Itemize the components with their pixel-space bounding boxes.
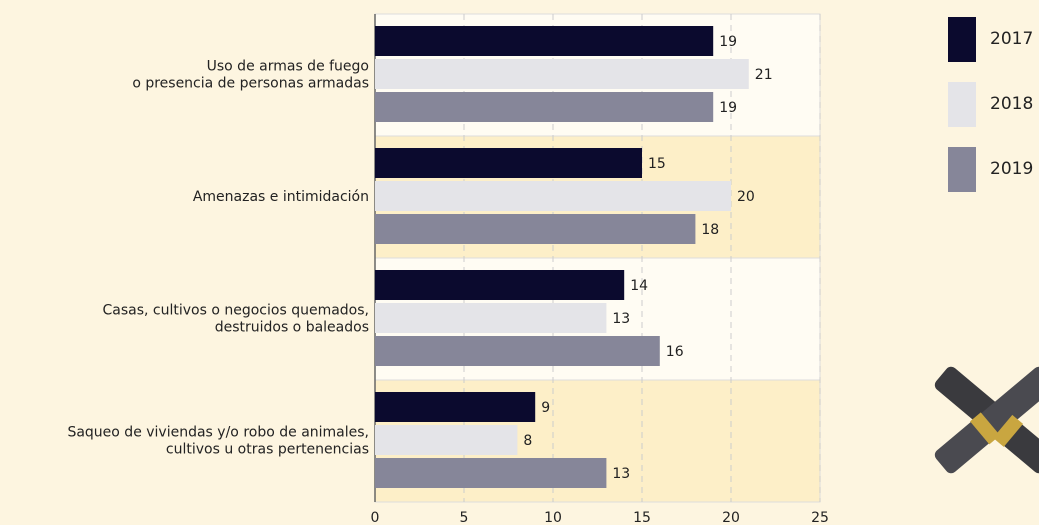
data-label: 19 [719, 100, 737, 116]
data-label: 21 [755, 67, 773, 83]
bar [375, 425, 518, 455]
category-label: Uso de armas de fuego [207, 59, 369, 75]
category-label: o presencia de personas armadas [132, 76, 369, 92]
data-label: 8 [523, 433, 532, 449]
x-tick-label: 5 [460, 510, 469, 525]
data-label: 15 [648, 156, 666, 172]
category-label: Casas, cultivos o negocios quemados, [103, 303, 370, 319]
category-label: Amenazas e intimidación [193, 189, 369, 205]
x-tick-label: 0 [371, 510, 380, 525]
data-label: 18 [701, 222, 719, 238]
data-label: 20 [737, 189, 755, 205]
bar [375, 26, 714, 56]
legend-swatch [948, 147, 976, 192]
bar [375, 148, 642, 178]
bar [375, 270, 625, 300]
legend-swatch [948, 82, 976, 127]
legend-label: 2017 [990, 29, 1033, 49]
legend-swatch [948, 17, 976, 62]
bar [375, 336, 660, 366]
category-label: cultivos u otras pertenencias [166, 442, 369, 458]
data-label: 13 [612, 466, 630, 482]
legend-label: 2018 [990, 94, 1033, 114]
bar [375, 181, 731, 211]
bar [375, 392, 536, 422]
bar [375, 458, 607, 488]
data-label: 19 [719, 34, 737, 50]
x-tick-label: 10 [544, 510, 562, 525]
bar [375, 303, 607, 333]
data-label: 16 [666, 344, 684, 360]
bar [375, 214, 696, 244]
bar [375, 92, 714, 122]
category-label: Saqueo de viviendas y/o robo de animales… [67, 425, 369, 441]
data-label: 13 [612, 311, 630, 327]
bar [375, 59, 749, 89]
category-label: destruidos o baleados [215, 320, 369, 336]
legend-label: 2019 [990, 159, 1033, 179]
x-tick-label: 20 [722, 510, 740, 525]
data-label: 14 [630, 278, 648, 294]
data-label: 9 [541, 400, 550, 416]
x-tick-label: 15 [633, 510, 651, 525]
x-tick-label: 25 [811, 510, 829, 525]
decoration [934, 366, 1039, 474]
